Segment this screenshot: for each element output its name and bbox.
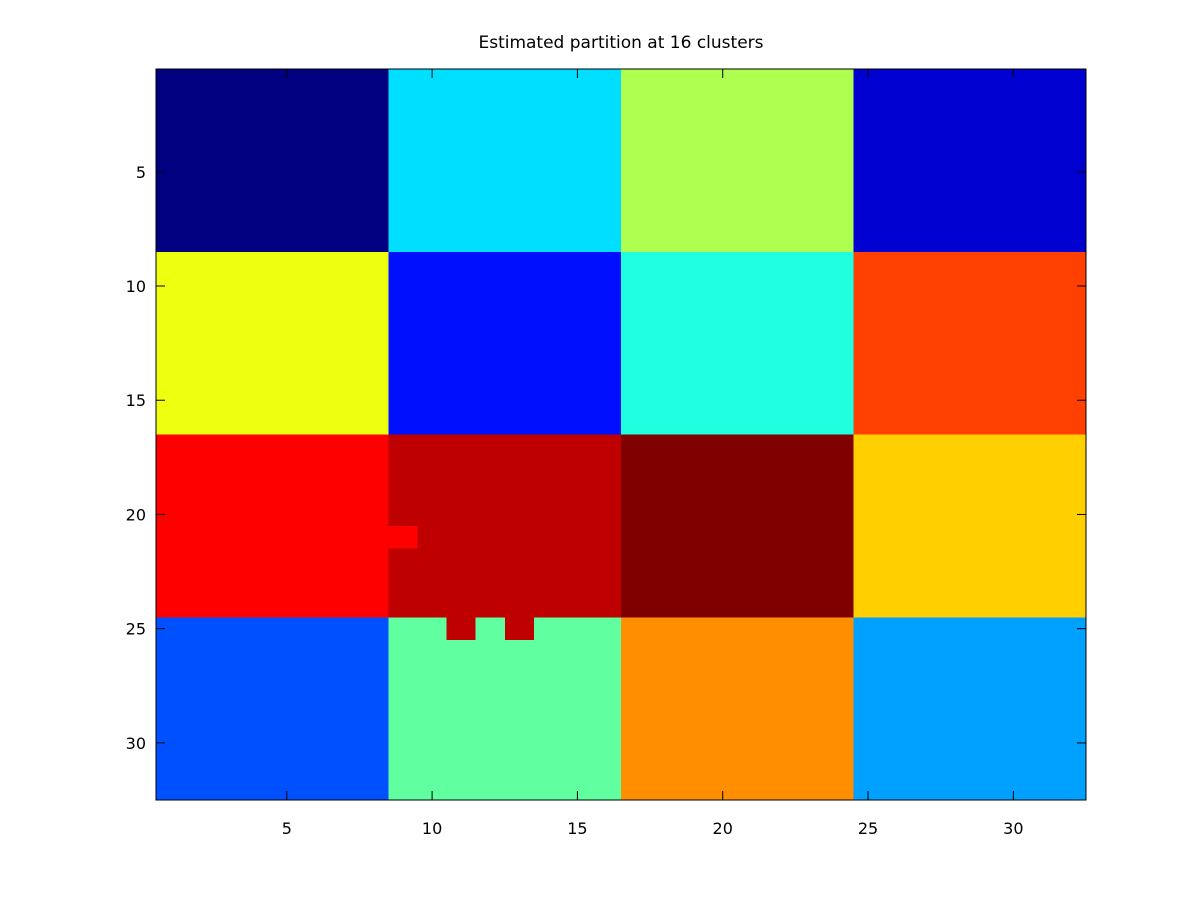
y-tick-label: 25 (126, 620, 146, 639)
y-tick-label: 5 (136, 163, 146, 182)
cluster-block-7 (621, 251, 854, 435)
cluster-block-1 (156, 69, 389, 252)
cluster-block-3 (621, 69, 854, 252)
cluster-block-16 (853, 617, 1086, 800)
x-tick-label: 30 (1003, 819, 1023, 838)
cluster-block-2 (388, 69, 621, 252)
y-tick-label: 10 (126, 277, 146, 296)
cluster-block-5 (156, 251, 389, 435)
axis-ticks: 5 10 15 20 25 30 5 10 15 20 25 30 (126, 69, 1086, 838)
x-tick-label: 5 (282, 819, 292, 838)
y-tick-label: 30 (126, 734, 146, 753)
cluster-block-15 (621, 617, 854, 800)
heatmap-cells (156, 69, 1086, 800)
cluster-block-4 (853, 69, 1086, 252)
misassigned-cell-3 (504, 617, 534, 641)
cluster-block-9 (156, 434, 389, 618)
misassigned-cell-1 (388, 525, 418, 549)
chart-title: Estimated partition at 16 clusters (478, 33, 763, 53)
axes-frame (155, 68, 1087, 801)
misassigned-cell-2 (446, 617, 476, 641)
x-tick-label: 20 (713, 819, 733, 838)
cluster-block-8 (853, 251, 1086, 435)
cluster-block-12 (853, 434, 1086, 618)
cluster-block-6 (388, 251, 621, 435)
y-tick-label: 20 (126, 505, 146, 524)
x-tick-label: 15 (567, 819, 587, 838)
cluster-block-13 (156, 617, 389, 800)
cluster-block-10 (388, 434, 621, 618)
x-tick-label: 25 (858, 819, 878, 838)
x-tick-label: 10 (422, 819, 442, 838)
cluster-block-14 (388, 617, 621, 800)
cluster-block-11 (621, 434, 854, 618)
y-tick-label: 15 (126, 391, 146, 410)
